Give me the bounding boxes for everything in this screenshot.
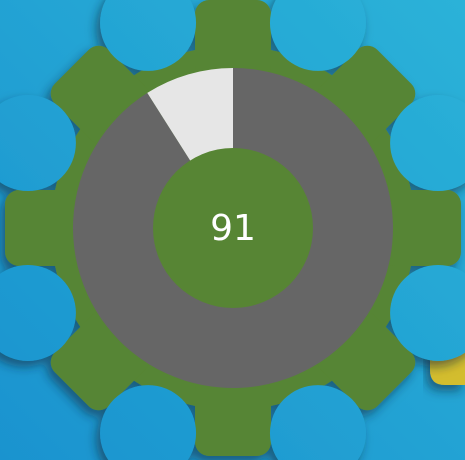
gauge-value: 91 [210, 208, 256, 249]
screen: 91 [0, 0, 465, 460]
page: {"chart_data": {"type": "gauge", "value"… [0, 0, 465, 460]
